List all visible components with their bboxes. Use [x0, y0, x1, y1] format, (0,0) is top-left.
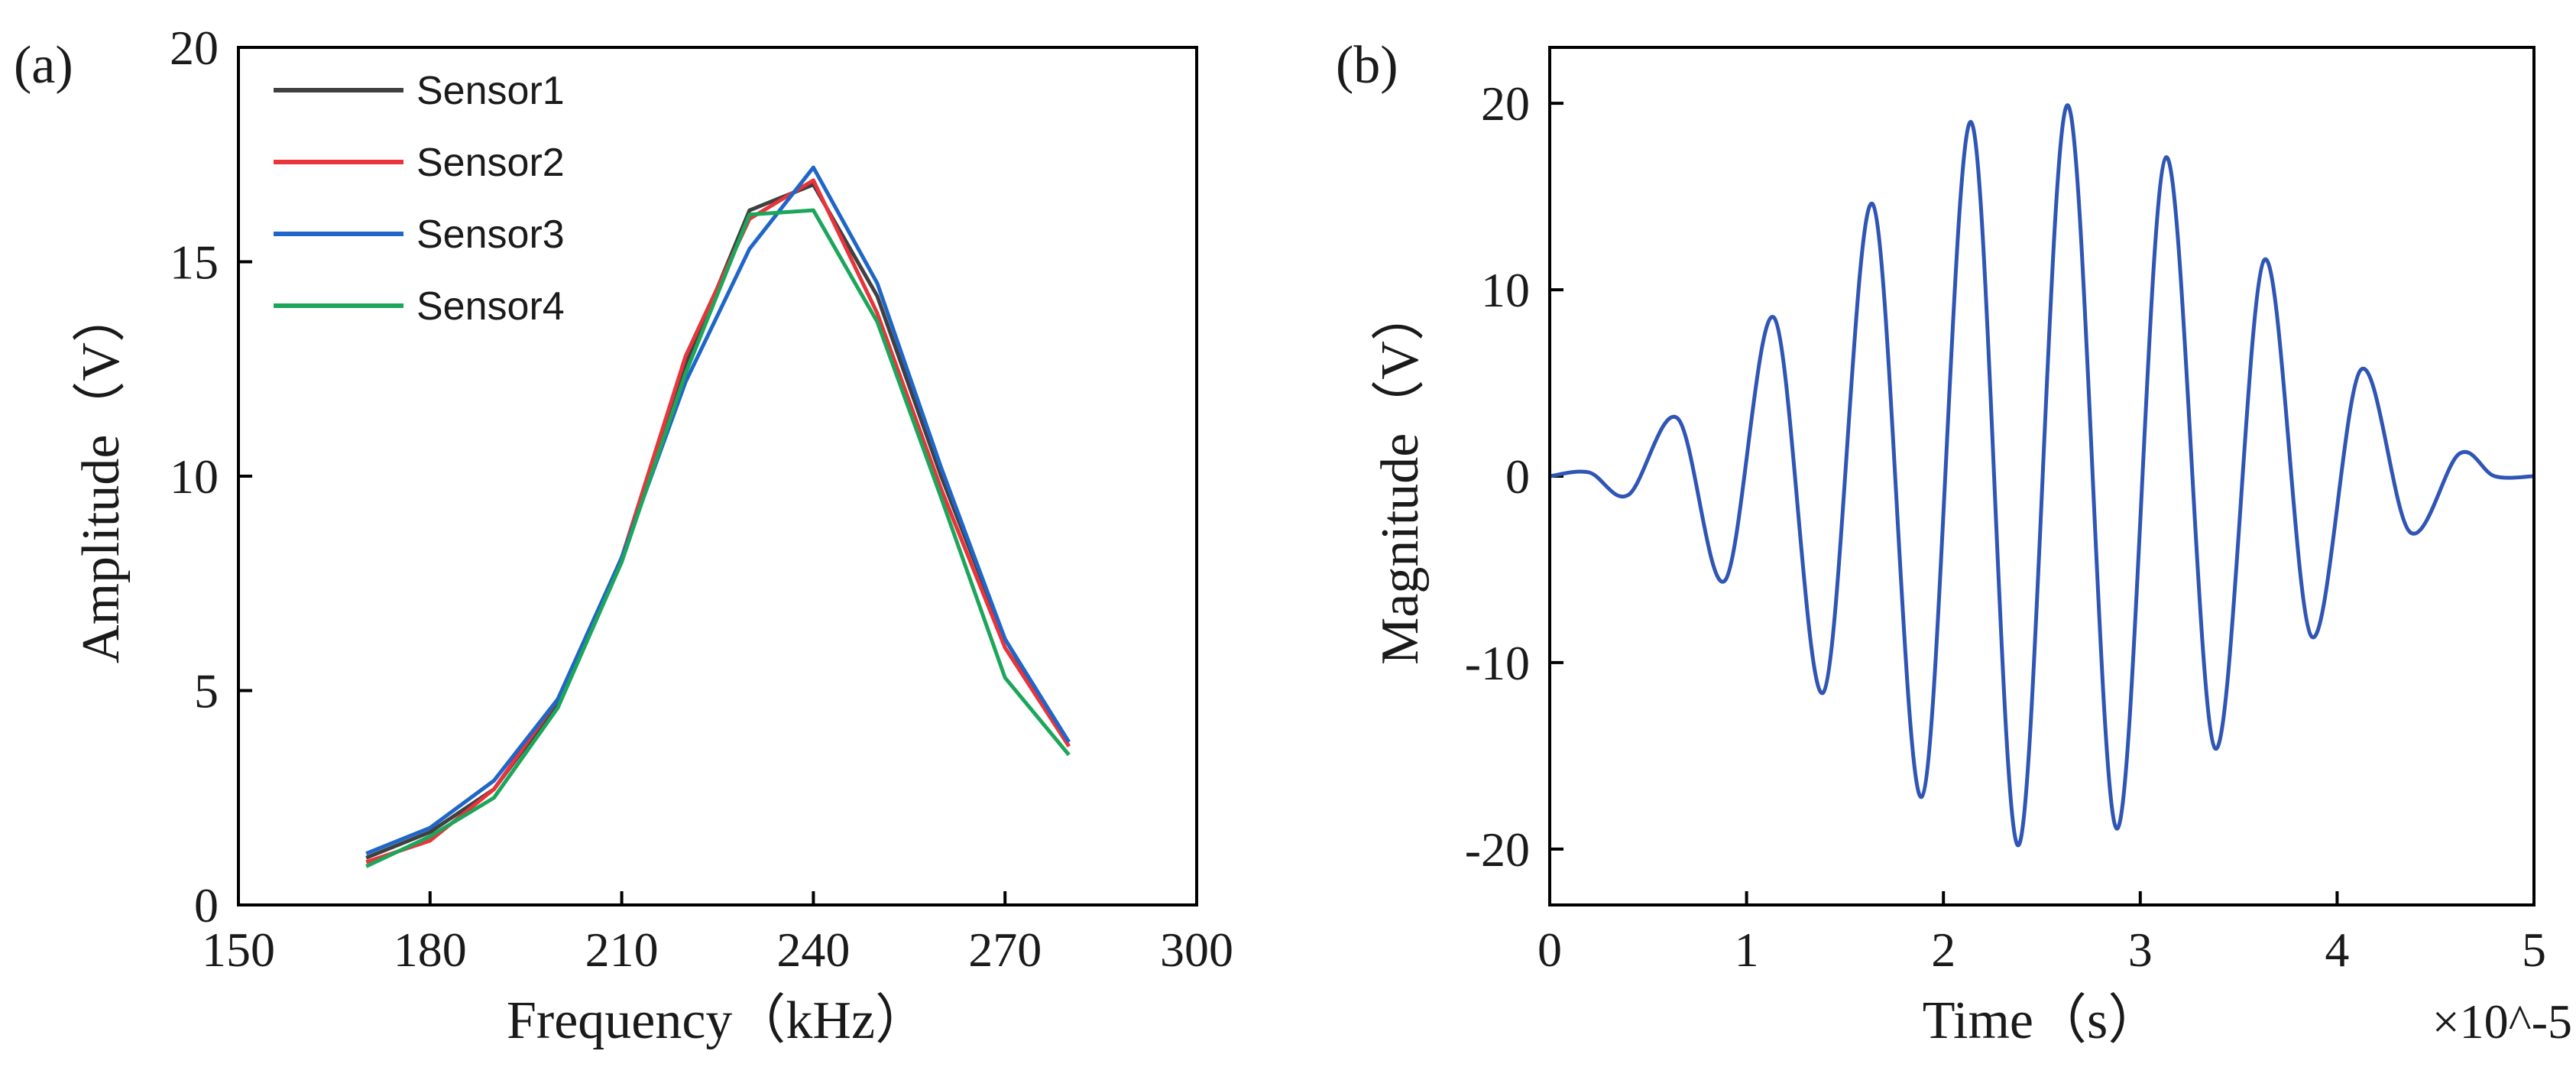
x-tick-label: 5 [2522, 923, 2546, 977]
x-tick-label: 0 [1537, 923, 1562, 977]
series-line-sensor3 [365, 165, 1071, 855]
legend-label-sensor3: Sensor3 [416, 212, 565, 257]
x-tick-label: 180 [394, 923, 467, 977]
y-tick-label: -20 [1465, 822, 1530, 877]
y-tick-label: 5 [194, 664, 219, 718]
x-tick-label: 300 [1160, 923, 1233, 977]
series-line-excitation-signal [1549, 103, 2535, 848]
x-tick-label: 1 [1735, 923, 1759, 977]
y-tick-label: 10 [170, 449, 219, 504]
y-tick-label: 10 [1481, 263, 1530, 317]
panel-b-x-label: Time（s） [1923, 991, 2162, 1050]
x-tick-label: 240 [776, 923, 850, 977]
legend-label-sensor2: Sensor2 [416, 141, 565, 185]
panel-a-ticks: 150 180 210 240 270 300 0 5 10 15 20 [170, 21, 1233, 977]
y-tick-label: 15 [170, 235, 219, 290]
legend-label-sensor1: Sensor1 [416, 69, 565, 113]
panel-b-x-scale-note: ×10^-5 [2432, 994, 2572, 1049]
y-tick-label: 0 [1505, 449, 1530, 504]
panel-b: (b) 0 1 2 3 4 5 -20 -10 0 10 20 Time（s） ×10^-5 Mag… [1336, 36, 2572, 1050]
panel-a-x-label: Frequency（kHz） [507, 991, 928, 1050]
x-tick-label: 2 [1931, 923, 1955, 977]
y-tick-label: -10 [1465, 636, 1530, 690]
x-tick-label: 210 [585, 923, 659, 977]
legend-label-sensor4: Sensor4 [416, 284, 565, 329]
y-tick-label: 20 [170, 21, 219, 75]
x-tick-label: 270 [968, 923, 1042, 977]
series-line-sensor2 [365, 178, 1071, 864]
x-tick-label: 4 [2325, 923, 2349, 977]
panel-a-series [365, 165, 1071, 868]
x-tick-label: 3 [2128, 923, 2153, 977]
y-tick-label: 0 [194, 878, 219, 932]
panel-b-ticks: 0 1 2 3 4 5 -20 -10 0 10 20 [1465, 76, 2546, 977]
panel-a-y-label: Amplitude（V） [72, 289, 131, 663]
panel-a-label: (a) [14, 36, 73, 95]
series-line-sensor4 [365, 208, 1071, 868]
panel-a-legend: Sensor1 Sensor2 Sensor3 Sensor4 [274, 69, 565, 329]
panel-a-frame [237, 46, 1198, 906]
y-tick-label: 20 [1481, 76, 1530, 131]
panel-b-series [1549, 103, 2535, 848]
panel-b-y-label: Magnitude（V） [1371, 287, 1430, 665]
panel-b-label: (b) [1336, 36, 1398, 95]
panel-b-frame [1548, 46, 2535, 906]
x-tick-label: 150 [202, 923, 275, 977]
